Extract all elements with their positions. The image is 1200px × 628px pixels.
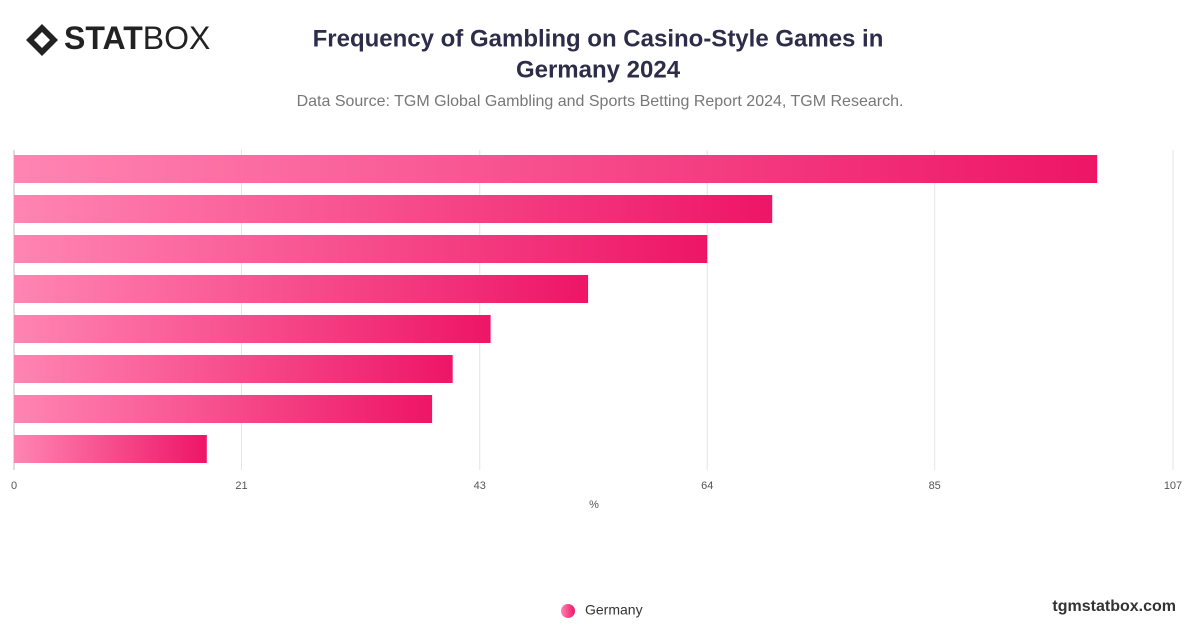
chart-title: Frequency of Gambling on Casino-Style Ga…: [313, 25, 884, 52]
x-tick-label: 107: [1164, 480, 1182, 492]
logo-bold: STAT: [64, 20, 143, 56]
logo-icon: [26, 24, 58, 56]
footer: tgmstatbox.com: [1052, 598, 1176, 615]
bar: [14, 155, 1098, 183]
logo-light: BOX: [143, 20, 211, 56]
bar: [14, 355, 453, 383]
legend-label: Germany: [585, 602, 643, 618]
x-tick-label: 85: [929, 480, 941, 492]
logo-text: STATBOX: [64, 20, 210, 56]
chart-title: Germany 2024: [516, 56, 681, 83]
bar: [14, 195, 773, 223]
bar: [14, 435, 207, 463]
bar: [14, 315, 491, 343]
bar: [14, 235, 708, 263]
bar: [14, 275, 589, 303]
x-tick-label: 64: [701, 480, 713, 492]
x-tick-label: 43: [474, 480, 486, 492]
x-axis-label: %: [589, 499, 599, 511]
x-tick-label: 0: [11, 480, 17, 492]
chart-subtitle: Data Source: TGM Global Gambling and Spo…: [297, 93, 904, 110]
legend-marker: [561, 604, 575, 618]
x-tick-label: 21: [235, 480, 247, 492]
bar: [14, 395, 433, 423]
logo: STATBOX: [26, 20, 210, 56]
